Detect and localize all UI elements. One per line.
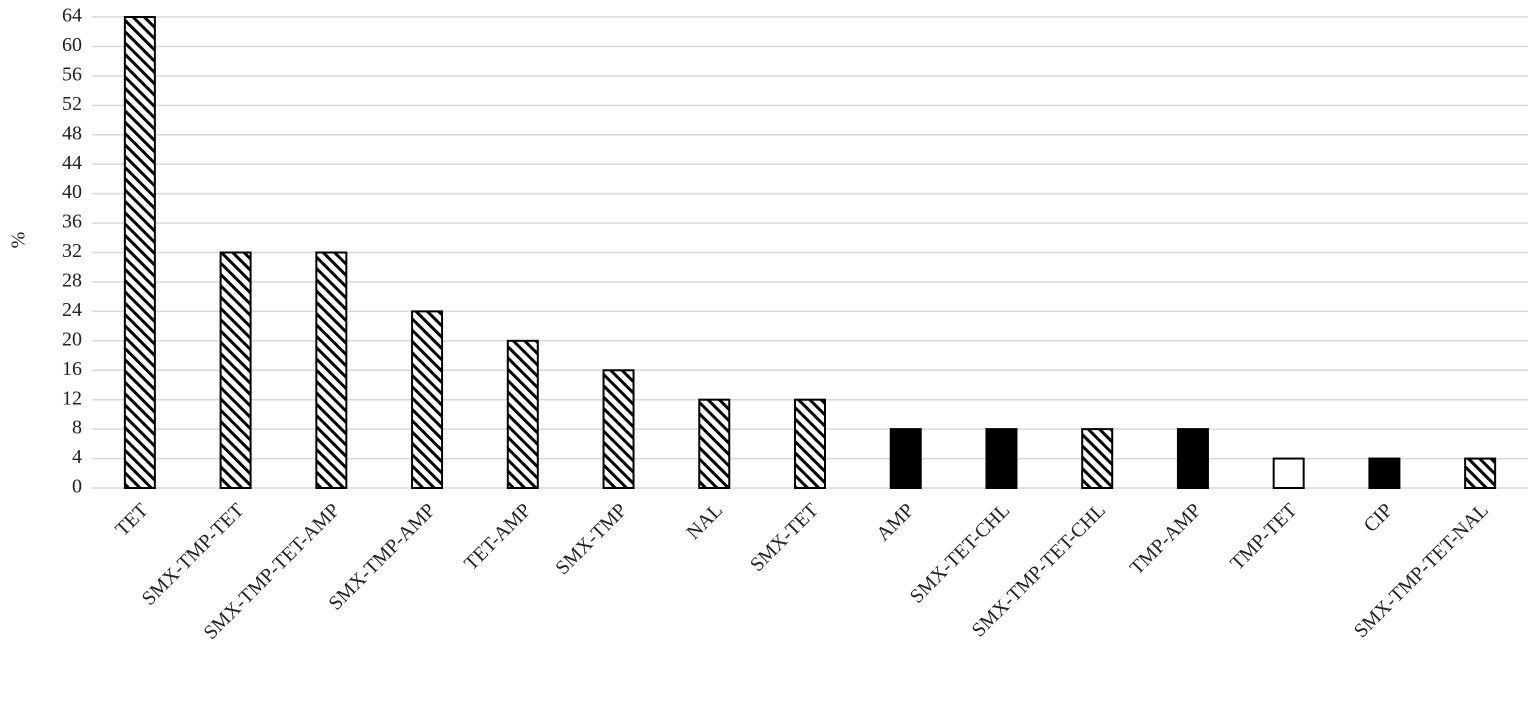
bar bbox=[411, 310, 444, 489]
bar bbox=[219, 251, 252, 489]
bar bbox=[1081, 428, 1114, 489]
x-tick-label: TET-AMP bbox=[460, 499, 536, 575]
bar bbox=[698, 398, 731, 489]
bar bbox=[1176, 428, 1209, 489]
bar bbox=[123, 16, 156, 489]
bar bbox=[1368, 457, 1401, 489]
x-tick-label: TMP-AMP bbox=[1126, 499, 1206, 579]
y-tick-label: 28 bbox=[62, 270, 82, 292]
y-tick-label: 64 bbox=[62, 5, 82, 27]
bar bbox=[1272, 457, 1305, 489]
y-tick-label: 56 bbox=[62, 63, 82, 85]
bar bbox=[985, 428, 1018, 489]
y-tick-label: 8 bbox=[72, 417, 82, 439]
y-tick-label: 32 bbox=[62, 240, 82, 262]
y-tick-label: 20 bbox=[62, 328, 82, 350]
x-tick-label: SMX-TMP-TET bbox=[138, 499, 249, 610]
bar bbox=[602, 369, 635, 489]
y-tick-label: 60 bbox=[62, 34, 82, 56]
x-tick-label: SMX-TMP bbox=[551, 499, 631, 579]
y-tick-label: 0 bbox=[72, 476, 82, 498]
y-tick-label: 48 bbox=[62, 122, 82, 144]
y-tick-label: 24 bbox=[62, 299, 82, 321]
y-tick-label: 52 bbox=[62, 93, 82, 115]
y-tick-label: 12 bbox=[62, 387, 82, 409]
x-tick-label: SMX-TET bbox=[746, 499, 823, 576]
bar bbox=[889, 428, 922, 489]
y-tick-label: 40 bbox=[62, 181, 82, 203]
y-tick-label: 36 bbox=[62, 211, 82, 233]
bar bbox=[315, 251, 348, 489]
x-tick-label: AMP bbox=[872, 499, 918, 545]
bar bbox=[794, 398, 826, 489]
y-tick-label: 16 bbox=[62, 358, 82, 380]
x-tick-label: SMX-TET-CHL bbox=[906, 499, 1015, 608]
x-tick-label: TMP-TET bbox=[1226, 499, 1301, 574]
y-tick-label: 44 bbox=[62, 152, 82, 174]
y-axis-label: % bbox=[8, 232, 30, 249]
x-tick-label: TET bbox=[111, 499, 152, 540]
bar bbox=[506, 339, 539, 489]
y-tick-label: 4 bbox=[72, 446, 82, 468]
x-tick-label: NAL bbox=[682, 499, 727, 544]
bar bbox=[1464, 457, 1497, 489]
x-tick-label: CIP bbox=[1360, 499, 1398, 537]
